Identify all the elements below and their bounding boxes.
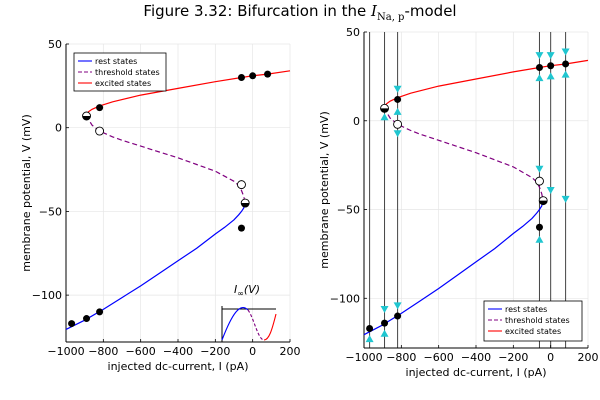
x-tick-label: 0 — [249, 345, 256, 358]
stable-equilibrium-point — [394, 95, 402, 103]
flow-arrow-down — [546, 187, 555, 194]
y-axis-label: membrane potential, V (mV) — [318, 111, 331, 268]
inset-label-arg: (V) — [244, 283, 260, 296]
y-tick-label: 0 — [55, 122, 62, 135]
stable-equilibrium-point — [562, 60, 570, 68]
legend-label: excited states — [505, 327, 561, 336]
stable-equilibrium-point — [96, 104, 104, 112]
stable-equilibrium-point — [535, 223, 543, 231]
y-tick-label: 50 — [346, 26, 360, 39]
unstable-equilibrium-point — [535, 176, 544, 186]
series-line-rest-states — [363, 200, 544, 336]
flow-arrow-down — [380, 305, 389, 313]
stable-equilibrium-point — [249, 72, 257, 80]
saddle-node-point-fill — [82, 115, 91, 120]
y-tick-label: 50 — [48, 38, 62, 51]
legend-box — [483, 300, 583, 342]
y-tick-label: −50 — [39, 205, 62, 218]
y-tick-label: −50 — [337, 204, 360, 217]
x-tick-label: 200 — [578, 351, 599, 364]
flow-arrow-up — [380, 113, 389, 121]
x-tick-label: −200 — [200, 345, 230, 358]
flow-arrow-up — [393, 107, 402, 115]
legend-label: rest states — [95, 57, 137, 66]
flow-arrow-up — [535, 235, 544, 243]
series-line-threshold-states — [85, 114, 246, 204]
stable-equilibrium-point — [366, 324, 374, 332]
flow-arrow-up — [535, 74, 544, 82]
x-tick-label: −200 — [498, 351, 528, 364]
stable-equilibrium-point — [394, 312, 402, 320]
stable-equilibrium-point — [547, 62, 555, 70]
x-tick-label: −400 — [461, 351, 491, 364]
flow-arrow-down — [393, 85, 402, 93]
flow-arrow-down — [561, 48, 570, 56]
flow-arrow-down — [546, 52, 555, 60]
series-line-excited-states — [383, 59, 589, 108]
flow-arrow-up — [365, 335, 374, 343]
unstable-equilibrium-point — [95, 126, 105, 136]
legend-label: rest states — [505, 305, 547, 314]
flow-arrow-up — [561, 70, 570, 78]
legend-label: threshold states — [95, 68, 160, 77]
stable-equilibrium-point — [535, 64, 543, 72]
stable-equilibrium-point — [68, 320, 76, 328]
flow-arrow-down — [561, 195, 570, 203]
y-tick-label: 0 — [353, 115, 360, 128]
y-tick-label: −100 — [32, 289, 62, 302]
figure-title: Figure 3.32: Bifurcation in the INa, p-m… — [143, 2, 456, 23]
x-tick-label: −600 — [424, 351, 454, 364]
unstable-equilibrium-point — [393, 119, 403, 129]
stable-equilibrium-point — [381, 319, 389, 327]
inset-label: I∞(V) — [234, 283, 260, 298]
stable-equilibrium-point — [237, 224, 245, 232]
legend-label: threshold states — [505, 316, 570, 325]
inset-curve-rest — [221, 307, 249, 341]
stable-equilibrium-point — [264, 70, 272, 78]
x-tick-label: −1000 — [47, 345, 84, 358]
stable-equilibrium-point — [237, 73, 245, 81]
x-tick-label: −1000 — [345, 351, 382, 364]
y-tick-label: −100 — [330, 292, 360, 305]
x-tick-label: 0 — [547, 351, 554, 364]
legend-label: excited states — [95, 79, 151, 88]
saddle-node-point-fill — [539, 200, 548, 205]
saddle-node-point-fill — [380, 108, 389, 113]
inset-label-base: I — [234, 283, 237, 296]
right-chart-panel: −1000 −800 −600 −400 −200 0 200 −100 −50 0 50 injec… — [318, 26, 599, 379]
series-line-threshold-states — [383, 107, 544, 201]
x-axis-label: injected dc-current, I (pA) — [108, 360, 249, 373]
y-axis-label: membrane potential, V (mV) — [20, 114, 33, 271]
flow-arrow-down — [535, 165, 544, 173]
x-tick-label: −800 — [88, 345, 118, 358]
unstable-equilibrium-point — [237, 180, 246, 190]
series-line-rest-states — [65, 202, 246, 330]
saddle-node-point-fill — [241, 203, 250, 208]
stable-equilibrium-point — [83, 315, 91, 323]
inset-label-sub: ∞ — [237, 289, 244, 298]
inset-curve-threshold — [247, 309, 265, 341]
flow-arrow-up — [546, 72, 555, 80]
legend-box — [73, 52, 167, 92]
flow-arrow-up — [380, 329, 389, 337]
flow-arrow-down — [393, 130, 402, 138]
left-chart-panel: −1000 −800 −600 −400 −200 0 200 −100 −50 0 50 injec… — [20, 38, 301, 373]
stable-equilibrium-point — [96, 308, 104, 316]
x-tick-label: 200 — [280, 345, 301, 358]
x-tick-label: −600 — [126, 345, 156, 358]
x-axis-label: injected dc-current, I (pA) — [406, 366, 547, 379]
x-tick-label: −800 — [386, 351, 416, 364]
flow-arrow-down — [393, 302, 402, 310]
x-tick-label: −400 — [163, 345, 193, 358]
inset-curve-excited — [263, 313, 277, 341]
flow-arrow-down — [535, 52, 544, 60]
